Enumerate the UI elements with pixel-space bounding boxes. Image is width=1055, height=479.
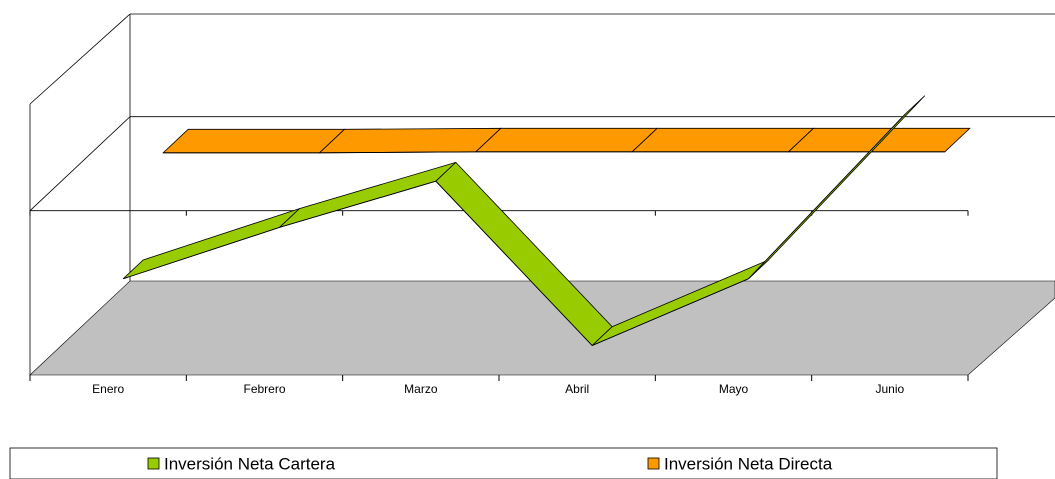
ribbon-face xyxy=(162,128,346,154)
wall-edge xyxy=(29,13,131,105)
x-tick-label: Marzo xyxy=(404,382,438,396)
grid-line xyxy=(29,116,131,211)
x-tick-label: Mayo xyxy=(719,382,749,396)
series-line xyxy=(123,114,906,346)
x-tick-label: Abril xyxy=(565,382,589,396)
legend-swatch xyxy=(647,457,660,470)
series-line xyxy=(163,151,945,154)
legend-label: Inversión Neta Cartera xyxy=(164,454,336,473)
ribbon-face xyxy=(279,162,457,228)
legend-label: Inversión Neta Directa xyxy=(664,454,833,473)
ribbon-face xyxy=(787,127,971,153)
floor xyxy=(29,280,1055,376)
legend xyxy=(9,447,998,479)
legend-swatch xyxy=(147,457,160,470)
ribbon-face xyxy=(631,127,815,153)
x-tick-label: Enero xyxy=(92,382,124,396)
ribbon-face xyxy=(474,127,659,153)
ribbon-face xyxy=(318,127,502,154)
x-tick-label: Febrero xyxy=(243,382,285,396)
ribbon-face xyxy=(122,208,300,280)
x-tick-label: Junio xyxy=(875,382,904,396)
